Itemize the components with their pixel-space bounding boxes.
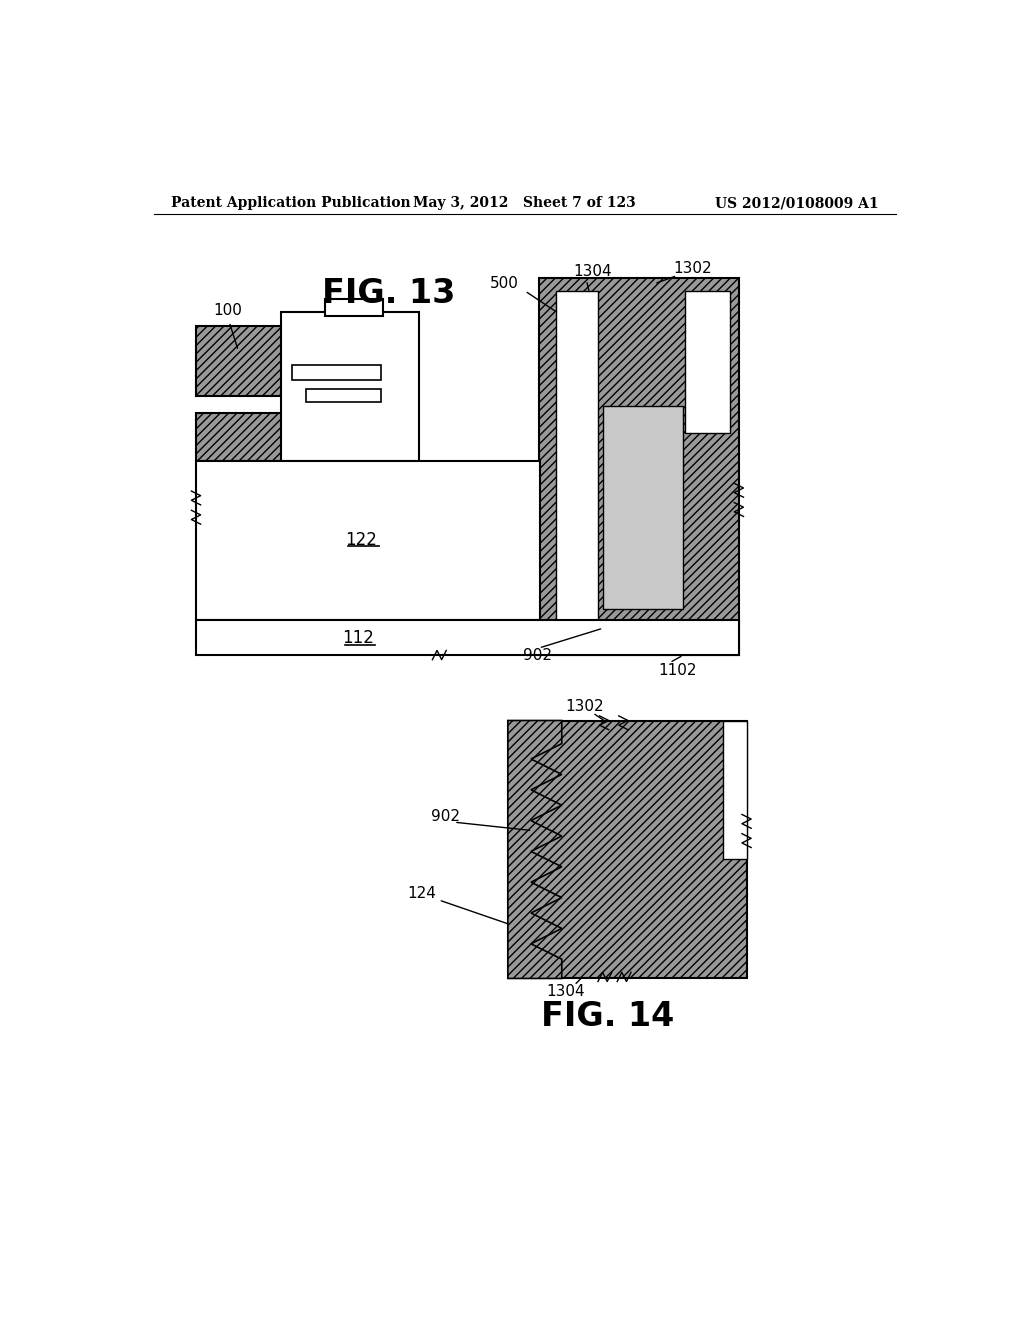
Bar	[508, 721, 746, 978]
Bar	[539, 277, 739, 655]
Bar	[306, 389, 381, 401]
Text: 902: 902	[523, 648, 552, 663]
Text: 1102: 1102	[658, 663, 696, 678]
Text: May 3, 2012   Sheet 7 of 123: May 3, 2012 Sheet 7 of 123	[414, 197, 636, 210]
Text: 500: 500	[489, 276, 518, 292]
Text: US 2012/0108009 A1: US 2012/0108009 A1	[716, 197, 879, 210]
Text: Patent Application Publication: Patent Application Publication	[171, 197, 411, 210]
Bar	[292, 364, 381, 380]
Bar	[724, 721, 746, 859]
Bar	[685, 290, 730, 433]
Text: 1302: 1302	[674, 261, 712, 276]
Text: 124: 124	[408, 886, 436, 902]
Text: 1302: 1302	[565, 700, 604, 714]
Bar	[326, 300, 383, 317]
Text: 1304: 1304	[546, 983, 585, 999]
Bar	[281, 313, 419, 461]
Bar	[196, 412, 315, 461]
Text: 122: 122	[346, 531, 378, 549]
Text: 902: 902	[431, 809, 460, 824]
Text: 100: 100	[214, 304, 243, 318]
Bar	[603, 407, 683, 609]
Polygon shape	[508, 721, 562, 978]
Bar	[196, 620, 739, 655]
Text: FIG. 13: FIG. 13	[322, 277, 456, 310]
Text: FIG. 14: FIG. 14	[542, 1001, 675, 1034]
Text: 1304: 1304	[573, 264, 612, 279]
Text: 112: 112	[342, 630, 374, 647]
Bar	[196, 326, 315, 396]
Bar	[556, 290, 598, 647]
Bar	[196, 461, 541, 620]
